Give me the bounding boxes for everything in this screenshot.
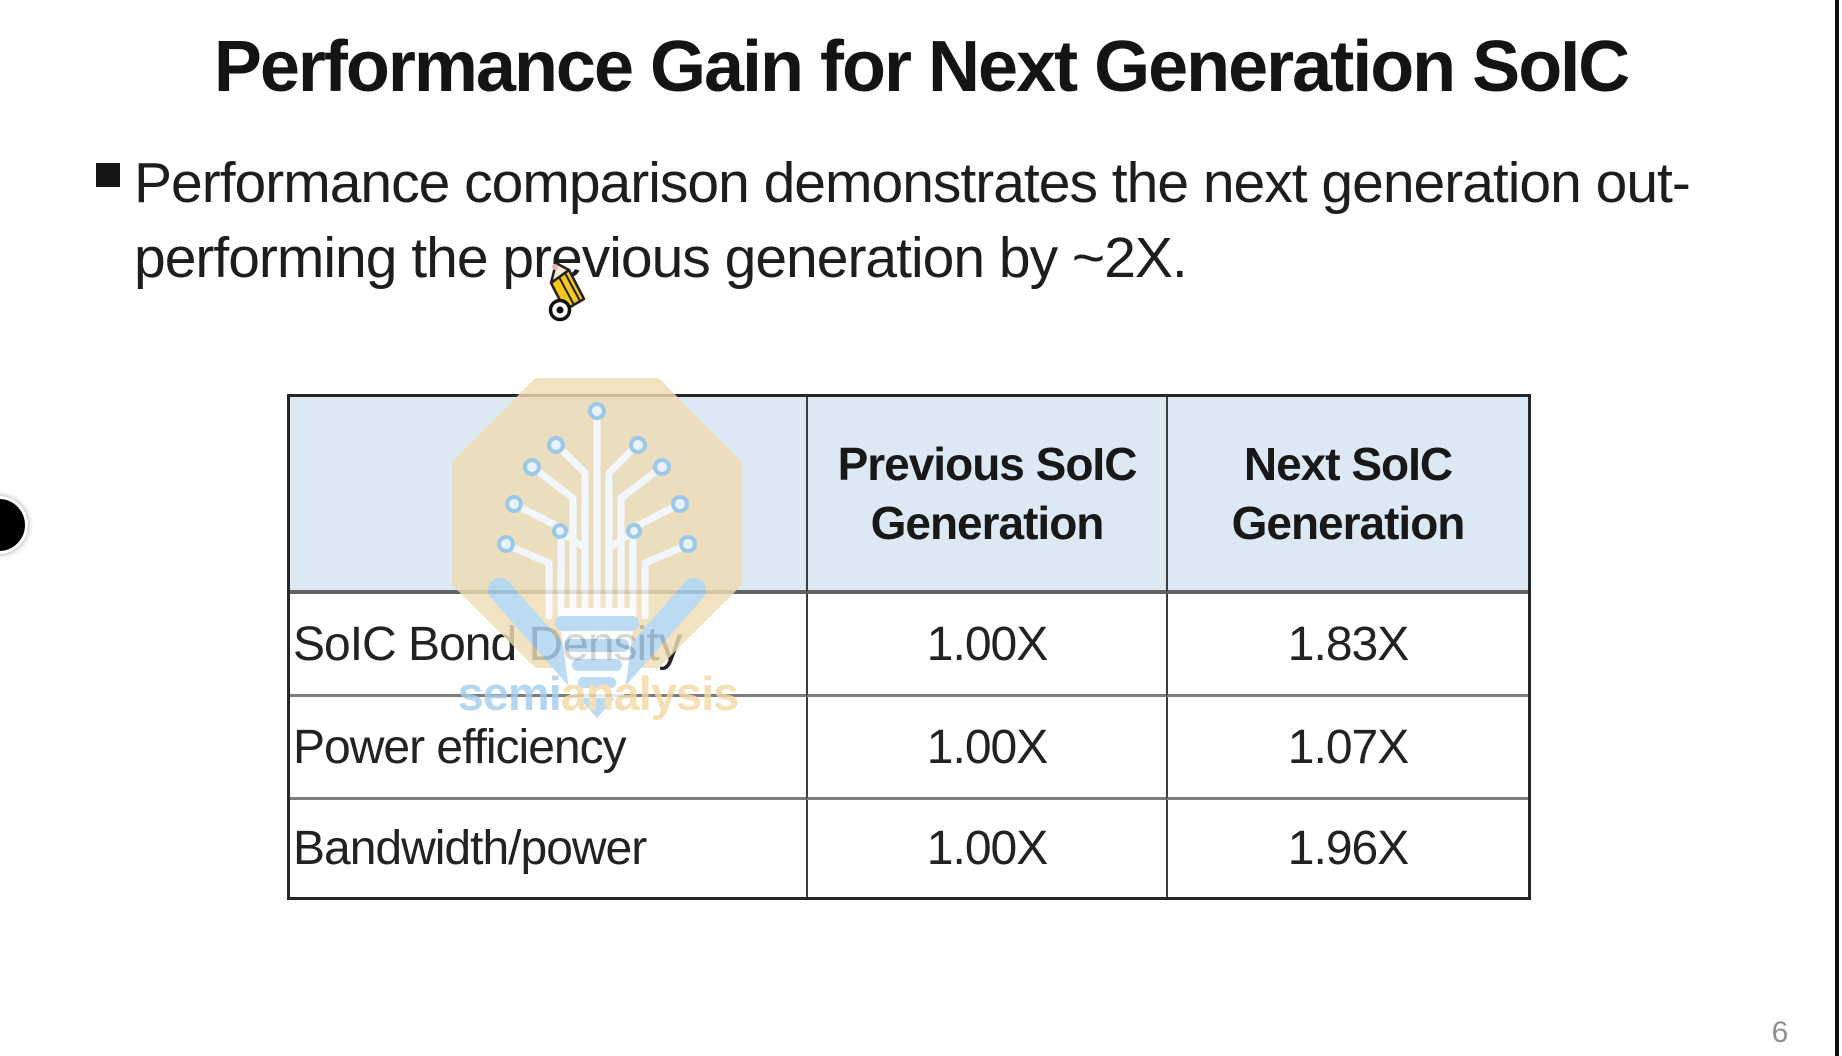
- comparison-table: Previous SoIC Generation Next SoIC Gener…: [287, 394, 1531, 900]
- table-row-label: Power efficiency: [290, 697, 806, 800]
- table-row-label: Bandwidth/power: [293, 822, 647, 875]
- table-header-previous: Previous SoIC Generation: [806, 397, 1166, 594]
- frame-edge-line: [1835, 0, 1839, 1056]
- table-cell-next: 1.96X: [1166, 800, 1528, 897]
- overlay-edge-circle: [0, 496, 28, 554]
- table-header-empty: [290, 397, 806, 594]
- table-header-next: Next SoIC Generation: [1166, 397, 1528, 594]
- bullet-item: Performance comparison demonstrates the …: [96, 146, 1796, 295]
- table-cell-previous: 1.00X: [806, 800, 1166, 897]
- table-cell-previous: 1.00X: [806, 697, 1166, 800]
- table-row-label: SoIC Bond Density: [290, 594, 806, 697]
- table-cell-next: 1.83X: [1166, 594, 1528, 697]
- bullet-square-icon: [96, 163, 120, 187]
- pen-cursor-icon: [541, 261, 593, 328]
- slide-title: Performance Gain for Next Generation SoI…: [213, 27, 1630, 107]
- bullet-text: Performance comparison demonstrates the …: [134, 151, 1691, 290]
- page-number: 6: [1771, 1016, 1789, 1049]
- table-cell-next: 1.07X: [1166, 697, 1528, 800]
- table-cell-previous: 1.00X: [806, 594, 1166, 697]
